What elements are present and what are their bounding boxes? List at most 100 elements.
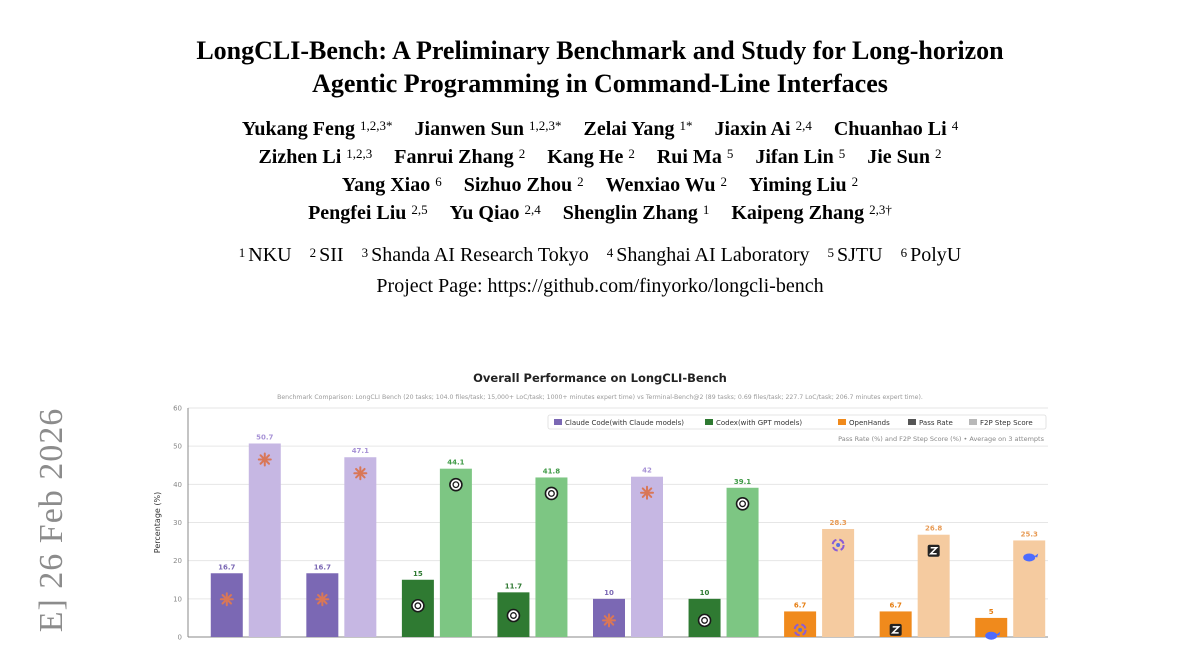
figure-overall-performance: Overall Performance on LongCLI-Bench Benc… <box>140 360 1060 648</box>
legend-label: Pass Rate <box>919 419 953 427</box>
affiliation: 4 Shanghai AI Laboratory <box>607 244 810 266</box>
author-line: Yukang Feng 1,2,3* Jianwen Sun 1,2,3* Zela… <box>120 115 1080 143</box>
author-affiliation-marker: 2 <box>577 174 584 189</box>
pass-rate-bar <box>975 617 1008 637</box>
author: Jifan Lin 5 <box>755 146 845 168</box>
affiliation-number: 4 <box>606 245 614 260</box>
author-line: Yang Xiao 6 Sizhuo Zhou 2 Wenxiao Wu 2 Yimi… <box>120 171 1080 199</box>
author-list: Yukang Feng 1,2,3* Jianwen Sun 1,2,3* Zela… <box>120 115 1080 227</box>
swirl-logo-icon <box>831 538 845 552</box>
author-affiliation-marker: 5 <box>838 146 846 161</box>
swirl-logo-icon <box>798 627 803 632</box>
openai-logo-icon <box>452 481 460 489</box>
author-name: Zelai Yang <box>583 118 675 140</box>
author-affiliation-marker: 5 <box>726 146 734 161</box>
openai-logo-icon <box>414 602 422 610</box>
zai-logo-icon <box>890 626 901 634</box>
f2p-step-score-label: 44.1 <box>447 459 464 467</box>
y-tick-label: 40 <box>173 481 182 489</box>
whale-logo-icon <box>1023 553 1036 562</box>
author-affiliation-marker: 2,3† <box>869 202 892 217</box>
author-affiliation-marker: 1,2,3 <box>346 146 373 161</box>
y-tick-label: 30 <box>173 519 182 527</box>
author: Shenglin Zhang 1 <box>563 202 710 224</box>
y-axis-label: Percentage (%) <box>153 492 162 553</box>
y-tick-label: 0 <box>178 634 182 642</box>
y-tick-label: 10 <box>173 595 182 603</box>
legend-label: OpenHands <box>849 419 890 427</box>
author-affiliation-marker: 2 <box>518 146 526 161</box>
pass-rate-label: 5 <box>989 608 994 616</box>
f2p-step-score-label: 26.8 <box>925 525 942 533</box>
author-affiliation-marker: 2 <box>628 146 635 161</box>
affiliation-number: 5 <box>827 245 835 260</box>
affiliation-number: 2 <box>309 245 317 260</box>
pass-rate-label: 10 <box>604 589 614 597</box>
f2p-step-score-label: 41.8 <box>543 467 560 475</box>
author-name: Chuanhao Li <box>833 118 947 140</box>
f2p-step-score-label: 47.1 <box>352 447 369 455</box>
legend-swatch <box>908 419 916 425</box>
openai-logo-icon <box>544 486 559 501</box>
author-affiliation-marker: 2,5 <box>411 202 428 217</box>
affiliation: 6 PolyU <box>901 244 962 266</box>
project-page-link[interactable]: Project Page: https://github.com/finyork… <box>376 275 824 297</box>
affiliation-name: NKU <box>248 244 292 266</box>
openai-logo-icon <box>739 500 747 508</box>
author: Yu Qiao 2,4 <box>450 202 541 224</box>
legend-swatch <box>705 419 713 425</box>
affiliation-name: Shanghai AI Laboratory <box>616 244 810 266</box>
pass-rate-label: 15 <box>413 570 423 578</box>
author-name: Jianwen Sun <box>414 118 525 140</box>
pass-rate-label: 10 <box>700 589 710 597</box>
affiliation-name: SJTU <box>837 244 883 266</box>
pass-rate-label: 11.7 <box>505 582 522 590</box>
whale-logo-icon <box>985 631 998 640</box>
legend-swatch <box>838 419 846 425</box>
y-tick-label: 50 <box>173 443 182 451</box>
y-tick-label: 60 <box>173 405 182 413</box>
author-name: Shenglin Zhang <box>562 202 698 224</box>
legend-swatch <box>969 419 977 425</box>
legend-label: Codex(with GPT models) <box>716 419 802 427</box>
author-name: Jifan Lin <box>755 146 834 168</box>
affiliation-number: 3 <box>361 245 369 260</box>
legend-label: F2P Step Score <box>980 419 1033 427</box>
legend-box <box>547 414 1047 430</box>
affiliation: 3 Shanda AI Research Tokyo <box>362 244 589 266</box>
f2p-step-score-label: 39.1 <box>734 478 751 486</box>
affiliation-name: PolyU <box>910 244 962 266</box>
claude-logo-icon <box>608 615 615 622</box>
author-name: Rui Ma <box>656 146 722 168</box>
f2p-step-score-bar <box>822 528 855 637</box>
author-affiliation-marker: 4 <box>951 118 959 133</box>
f2p-step-score-bar <box>439 468 472 637</box>
affiliation: 5 SJTU <box>828 244 883 266</box>
whale-logo-icon <box>1034 553 1039 558</box>
openai-logo-icon <box>509 612 517 619</box>
f2p-step-score-bar <box>344 457 377 637</box>
author-name: Jie Sun <box>867 146 931 168</box>
affiliation-number: 1 <box>238 245 246 260</box>
f2p-step-score-label: 25.3 <box>1021 530 1038 538</box>
whale-logo-icon <box>996 631 1001 636</box>
f2p-step-score-label: 28.3 <box>829 519 846 527</box>
openai-logo-icon <box>547 490 555 497</box>
author-name: Sizhuo Zhou <box>463 174 573 196</box>
pass-rate-label: 6.7 <box>794 601 807 609</box>
affiliation-number: 6 <box>900 245 908 260</box>
author-affiliation-marker: 6 <box>435 174 442 189</box>
chart-note: Pass Rate (%) and F2P Step Score (%) • A… <box>838 435 1044 443</box>
author: Zelai Yang 1* <box>584 118 693 140</box>
author-name: Fanrui Zhang <box>394 146 514 168</box>
openai-logo-icon <box>411 598 425 613</box>
openai-logo-icon <box>449 477 463 492</box>
author-affiliation-marker: 1 <box>702 202 710 217</box>
author-name: Jiaxin Ai <box>714 118 791 140</box>
affiliation: 2 SII <box>310 244 344 266</box>
bar-chart: Overall Performance on LongCLI-Bench Benc… <box>140 360 1060 648</box>
author-name: Kang He <box>547 146 624 168</box>
author: Wenxiao Wu 2 <box>606 174 727 196</box>
author-name: Zizhen Li <box>258 146 342 168</box>
claude-logo-icon <box>359 467 366 475</box>
